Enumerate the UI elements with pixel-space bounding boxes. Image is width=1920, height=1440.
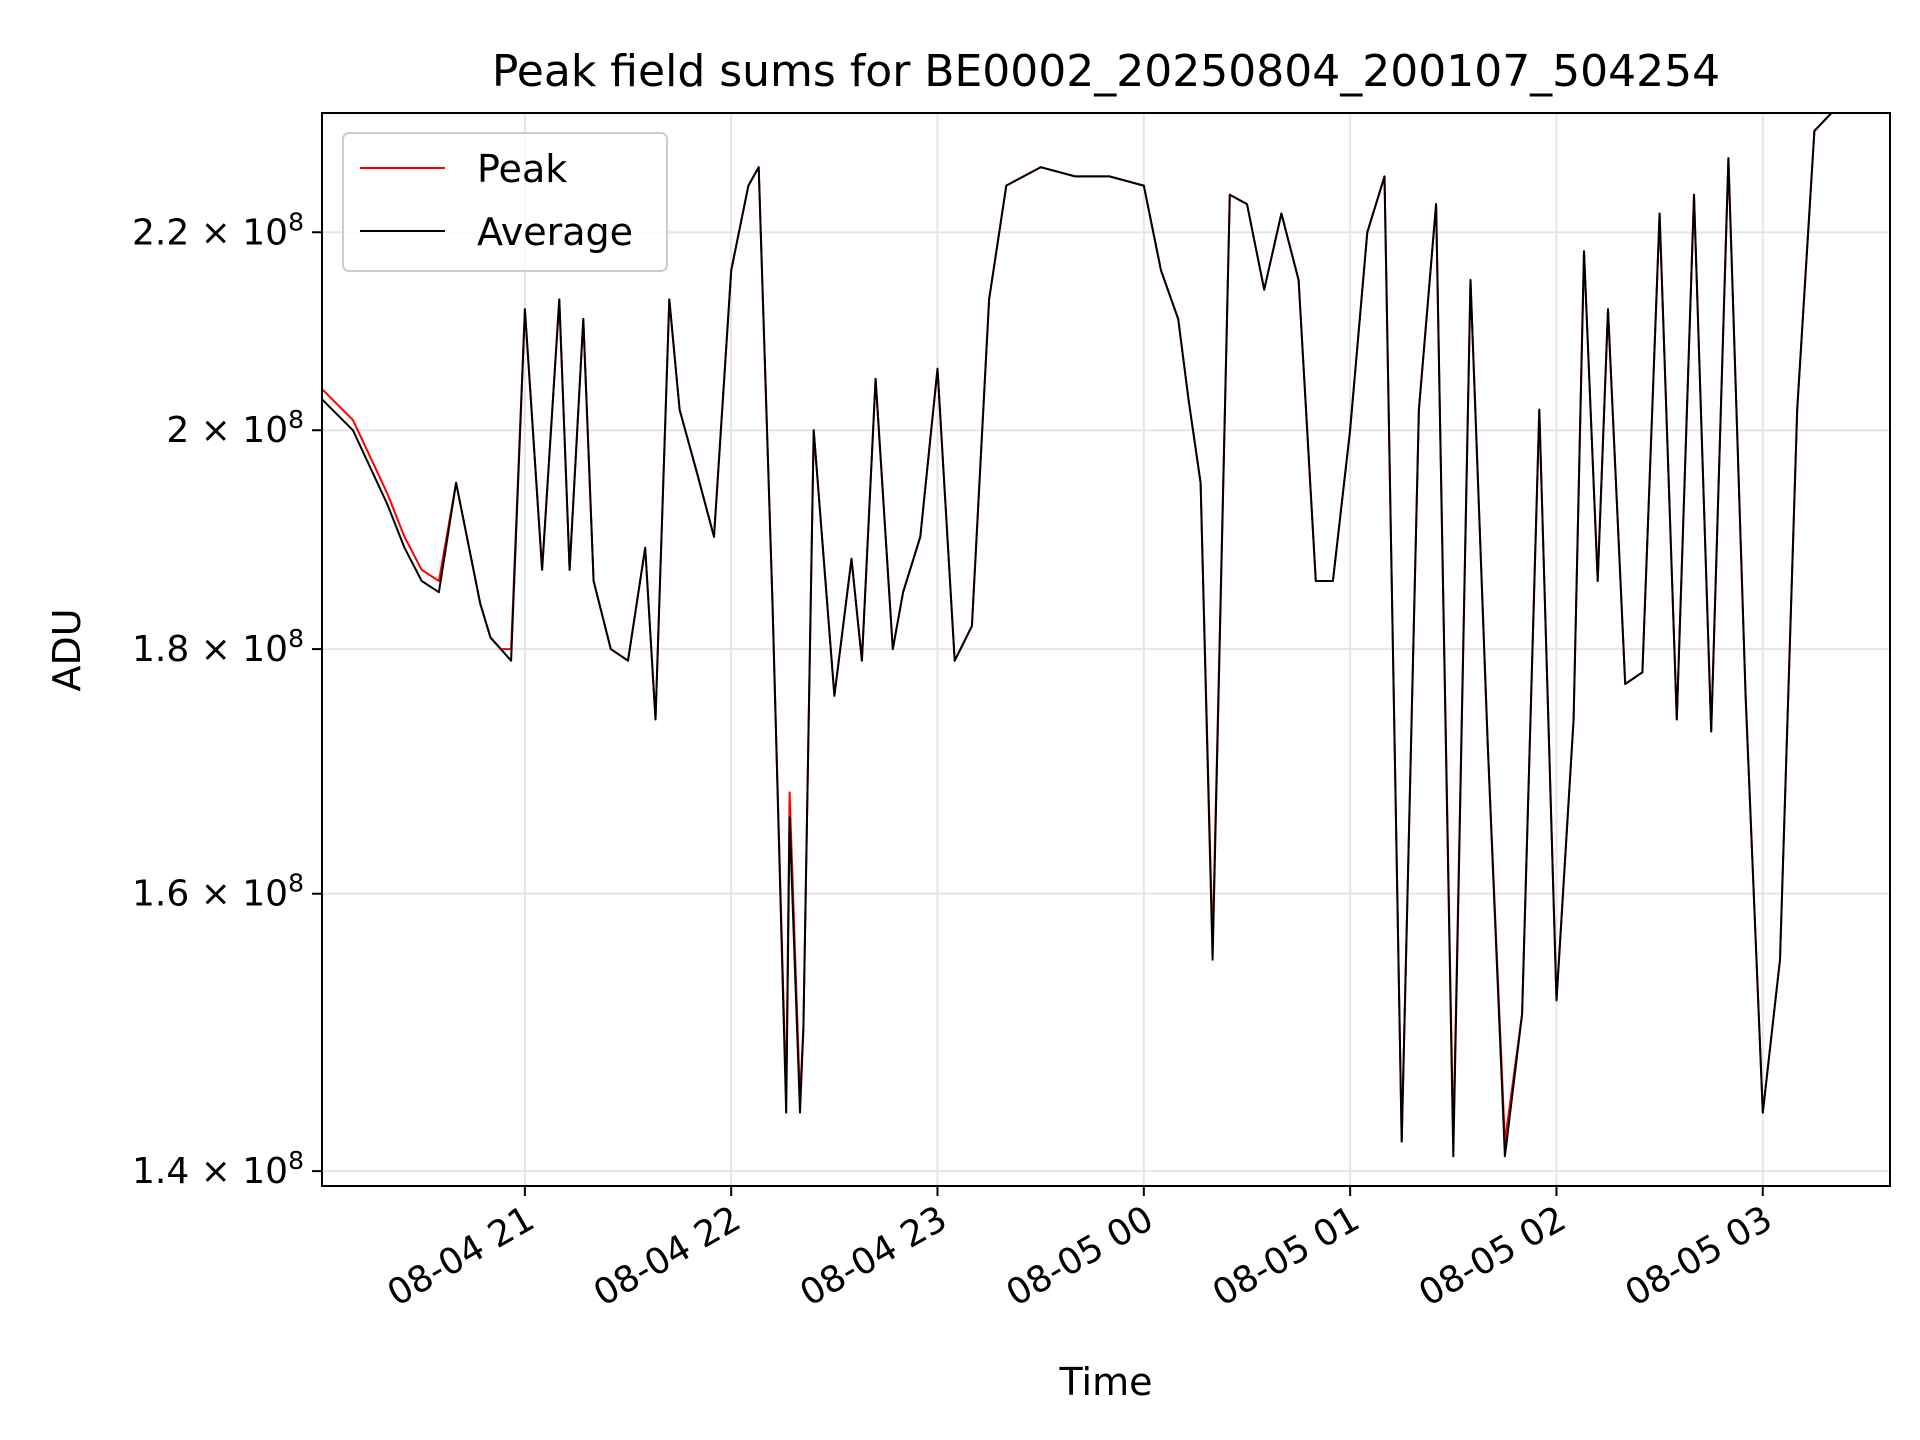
- series-layer: [321, 112, 1890, 1158]
- legend-average-label: Average: [477, 210, 633, 254]
- series-average-line: [321, 112, 1890, 1158]
- grid: [322, 113, 1890, 1186]
- legend: Peak Average: [342, 132, 668, 272]
- y-tick-label: 2 × 108: [166, 405, 304, 451]
- y-axis: 1.4 × 108 1.6 × 108 1.8 × 108 2 × 108 2.2 × …: [132, 207, 322, 1192]
- y-tick-label: 1.4 × 108: [132, 1146, 304, 1192]
- x-axis-label: Time: [1059, 1360, 1153, 1404]
- chart-title: Peak field sums for BE0002_20250804_2001…: [492, 46, 1720, 97]
- y-tick-label: 1.8 × 108: [132, 624, 304, 670]
- y-tick-label: 2.2 × 108: [132, 207, 304, 253]
- y-tick-label: 1.6 × 108: [132, 869, 304, 915]
- y-axis-label: ADU: [45, 608, 89, 691]
- legend-peak-label: Peak: [477, 147, 567, 191]
